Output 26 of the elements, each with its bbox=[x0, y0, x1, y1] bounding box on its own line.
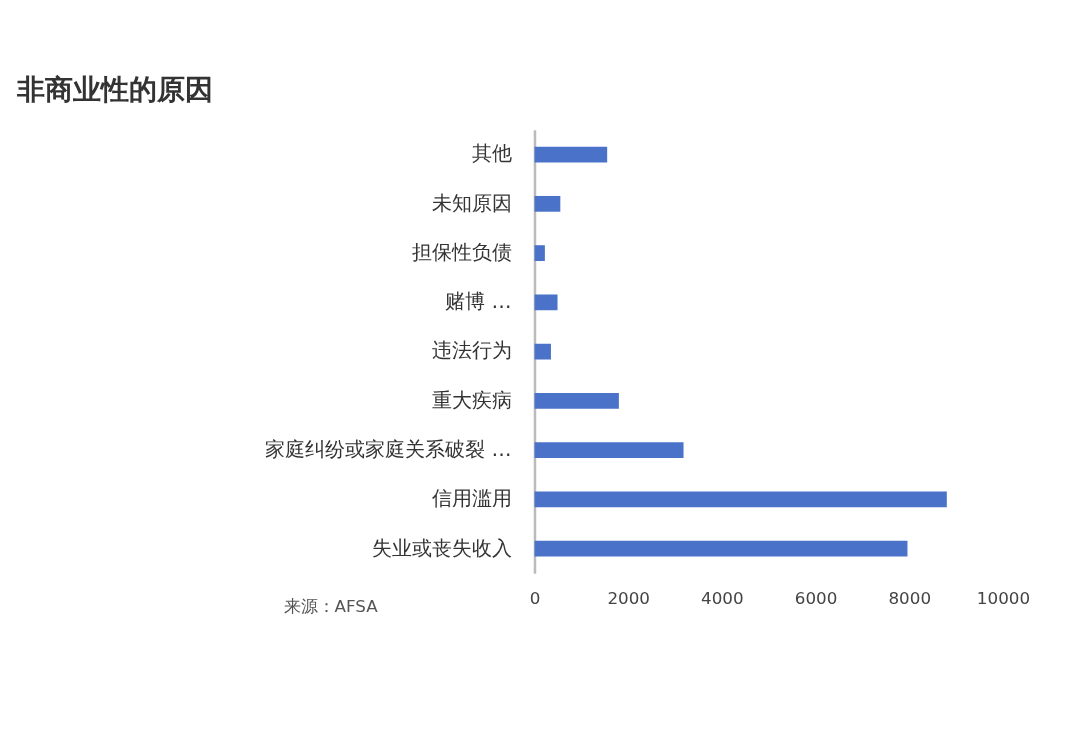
bar bbox=[534, 146, 608, 163]
y-tick-label: 重大疾病 bbox=[431, 387, 512, 412]
text: 非商业性的原因 bbox=[16, 72, 214, 106]
x-tick-label: 2000 bbox=[607, 587, 650, 608]
bar bbox=[534, 343, 551, 360]
bar bbox=[534, 540, 908, 557]
bar bbox=[534, 195, 561, 212]
x-tick-label: 0 bbox=[529, 587, 541, 608]
y-tick-label: 信用滥用 bbox=[431, 486, 512, 511]
x-tick-label: 6000 bbox=[794, 587, 838, 608]
bar bbox=[534, 245, 545, 261]
x-tick-label: 4000 bbox=[701, 587, 744, 608]
x-tick-label: 10000 bbox=[976, 587, 1031, 608]
y-tick-label: 家庭纠纷或家庭关系破裂 … bbox=[265, 437, 512, 462]
bar bbox=[534, 393, 619, 409]
y-tick-label: 未知原因 bbox=[431, 190, 512, 215]
bar bbox=[534, 294, 558, 311]
bar bbox=[534, 442, 684, 459]
y-tick-label: 赌博 … bbox=[445, 289, 512, 314]
x-tick-label: 8000 bbox=[888, 587, 932, 608]
y-tick-label: 担保性负债 bbox=[411, 239, 512, 264]
y-tick-label: 失业或丧失收入 bbox=[371, 535, 512, 560]
y-tick-label: 违法行为 bbox=[431, 338, 512, 363]
bar bbox=[534, 491, 947, 508]
source-note: 来源：AFSA bbox=[283, 595, 379, 616]
y-tick-label: 其他 bbox=[471, 141, 512, 166]
